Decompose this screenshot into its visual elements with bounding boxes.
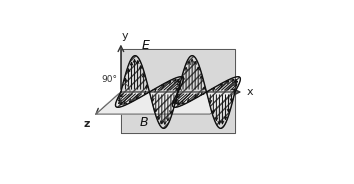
Polygon shape [96,92,235,114]
Polygon shape [121,49,235,132]
Text: B: B [140,116,149,129]
Text: E: E [141,38,149,52]
Text: z: z [84,119,90,129]
Text: x: x [247,87,253,97]
Text: 90°: 90° [102,75,118,84]
Text: y: y [122,31,129,41]
